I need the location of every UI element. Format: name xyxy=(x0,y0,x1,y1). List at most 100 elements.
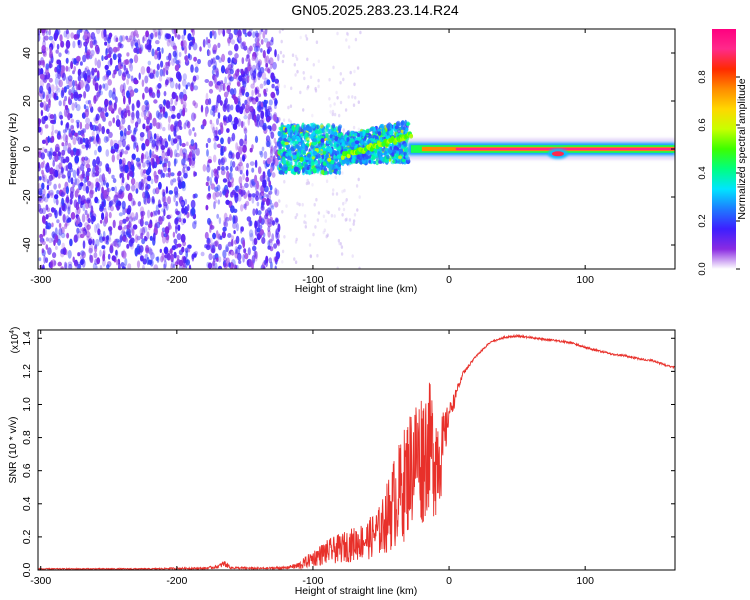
noise-speck xyxy=(144,151,149,160)
noise-speck xyxy=(95,178,100,184)
noise-speck xyxy=(227,50,233,56)
transition-speck xyxy=(293,166,298,173)
noise-speck xyxy=(77,74,82,82)
noise-speck xyxy=(168,52,172,62)
noise-speck xyxy=(158,103,163,110)
noise-speck xyxy=(69,186,75,194)
noise-speck xyxy=(152,198,155,204)
noise-speck xyxy=(183,94,188,102)
noise-speck xyxy=(188,264,192,269)
noise-speck xyxy=(226,103,230,113)
noise-speck xyxy=(120,234,123,243)
noise-speck xyxy=(50,192,54,198)
haze-speck xyxy=(302,108,305,112)
transition-speck xyxy=(381,147,385,152)
noise-speck xyxy=(130,134,135,140)
noise-speck xyxy=(193,113,197,120)
noise-speck xyxy=(101,126,105,135)
noise-speck xyxy=(54,234,59,243)
noise-speck xyxy=(155,122,161,130)
noise-speck xyxy=(261,125,267,130)
noise-speck xyxy=(74,155,80,164)
noise-speck xyxy=(39,73,45,80)
noise-speck xyxy=(206,164,211,173)
noise-speck xyxy=(122,157,126,166)
noise-speck xyxy=(171,259,175,269)
transition-speck xyxy=(399,143,402,147)
noise-speck xyxy=(45,237,49,242)
noise-speck xyxy=(207,185,211,192)
noise-speck xyxy=(128,61,132,69)
noise-speck xyxy=(66,201,71,210)
noise-speck xyxy=(105,149,110,157)
noise-speck xyxy=(57,151,61,157)
haze-speck xyxy=(316,253,319,258)
noise-speck xyxy=(78,93,83,98)
noise-speck xyxy=(234,43,239,52)
noise-speck xyxy=(121,266,126,269)
noise-speck xyxy=(274,265,277,269)
noise-speck xyxy=(214,75,217,83)
noise-speck xyxy=(119,130,124,137)
noise-speck xyxy=(269,184,273,191)
noise-speck xyxy=(111,186,115,192)
noise-speck xyxy=(221,53,226,63)
noise-speck xyxy=(108,131,113,138)
noise-speck xyxy=(229,69,234,75)
noise-speck xyxy=(72,40,76,49)
noise-speck xyxy=(227,84,231,93)
noise-speck xyxy=(164,254,169,259)
noise-speck xyxy=(115,119,121,128)
noise-speck xyxy=(225,29,230,34)
noise-speck xyxy=(212,65,217,70)
noise-speck xyxy=(109,230,113,236)
noise-speck xyxy=(165,70,169,76)
noise-speck xyxy=(220,169,226,176)
noise-speck xyxy=(205,244,211,251)
noise-speck xyxy=(176,255,180,260)
noise-speck xyxy=(246,54,250,59)
noise-speck xyxy=(76,122,80,129)
transition-speck xyxy=(386,123,391,129)
noise-speck xyxy=(265,255,269,264)
haze-speck xyxy=(336,96,339,100)
noise-speck xyxy=(48,59,53,66)
noise-speck xyxy=(68,79,73,88)
noise-speck xyxy=(213,142,217,150)
noise-speck xyxy=(39,78,45,88)
noise-speck xyxy=(215,230,219,239)
figure-title: GN05.2025.283.23.14.R24 xyxy=(291,2,459,18)
transition-speck xyxy=(304,132,309,138)
noise-speck xyxy=(84,137,89,145)
noise-speck xyxy=(82,70,87,79)
noise-speck xyxy=(199,46,202,52)
noise-speck xyxy=(194,250,198,256)
noise-speck xyxy=(116,154,120,161)
noise-speck xyxy=(93,252,98,259)
transition-speck xyxy=(398,148,404,154)
transition-speck xyxy=(318,153,321,159)
noise-speck xyxy=(95,115,98,122)
noise-speck xyxy=(48,51,54,59)
noise-speck xyxy=(268,57,274,66)
noise-speck xyxy=(156,137,161,144)
noise-speck xyxy=(79,137,84,145)
noise-speck xyxy=(133,127,138,132)
x-tick-label: -300 xyxy=(30,575,51,587)
noise-speck xyxy=(188,157,192,167)
noise-speck xyxy=(135,110,140,119)
noise-speck xyxy=(96,46,100,55)
noise-speck xyxy=(231,132,236,142)
noise-speck xyxy=(83,104,87,110)
noise-speck xyxy=(72,169,77,178)
noise-speck xyxy=(132,224,138,230)
haze-speck xyxy=(346,31,349,36)
transition-speck xyxy=(332,155,337,159)
noise-speck xyxy=(274,189,280,197)
noise-speck xyxy=(161,47,164,54)
noise-speck xyxy=(167,222,171,227)
transition-speck xyxy=(286,124,291,129)
noise-speck xyxy=(255,45,261,52)
noise-speck xyxy=(234,249,238,255)
noise-speck xyxy=(99,249,102,257)
